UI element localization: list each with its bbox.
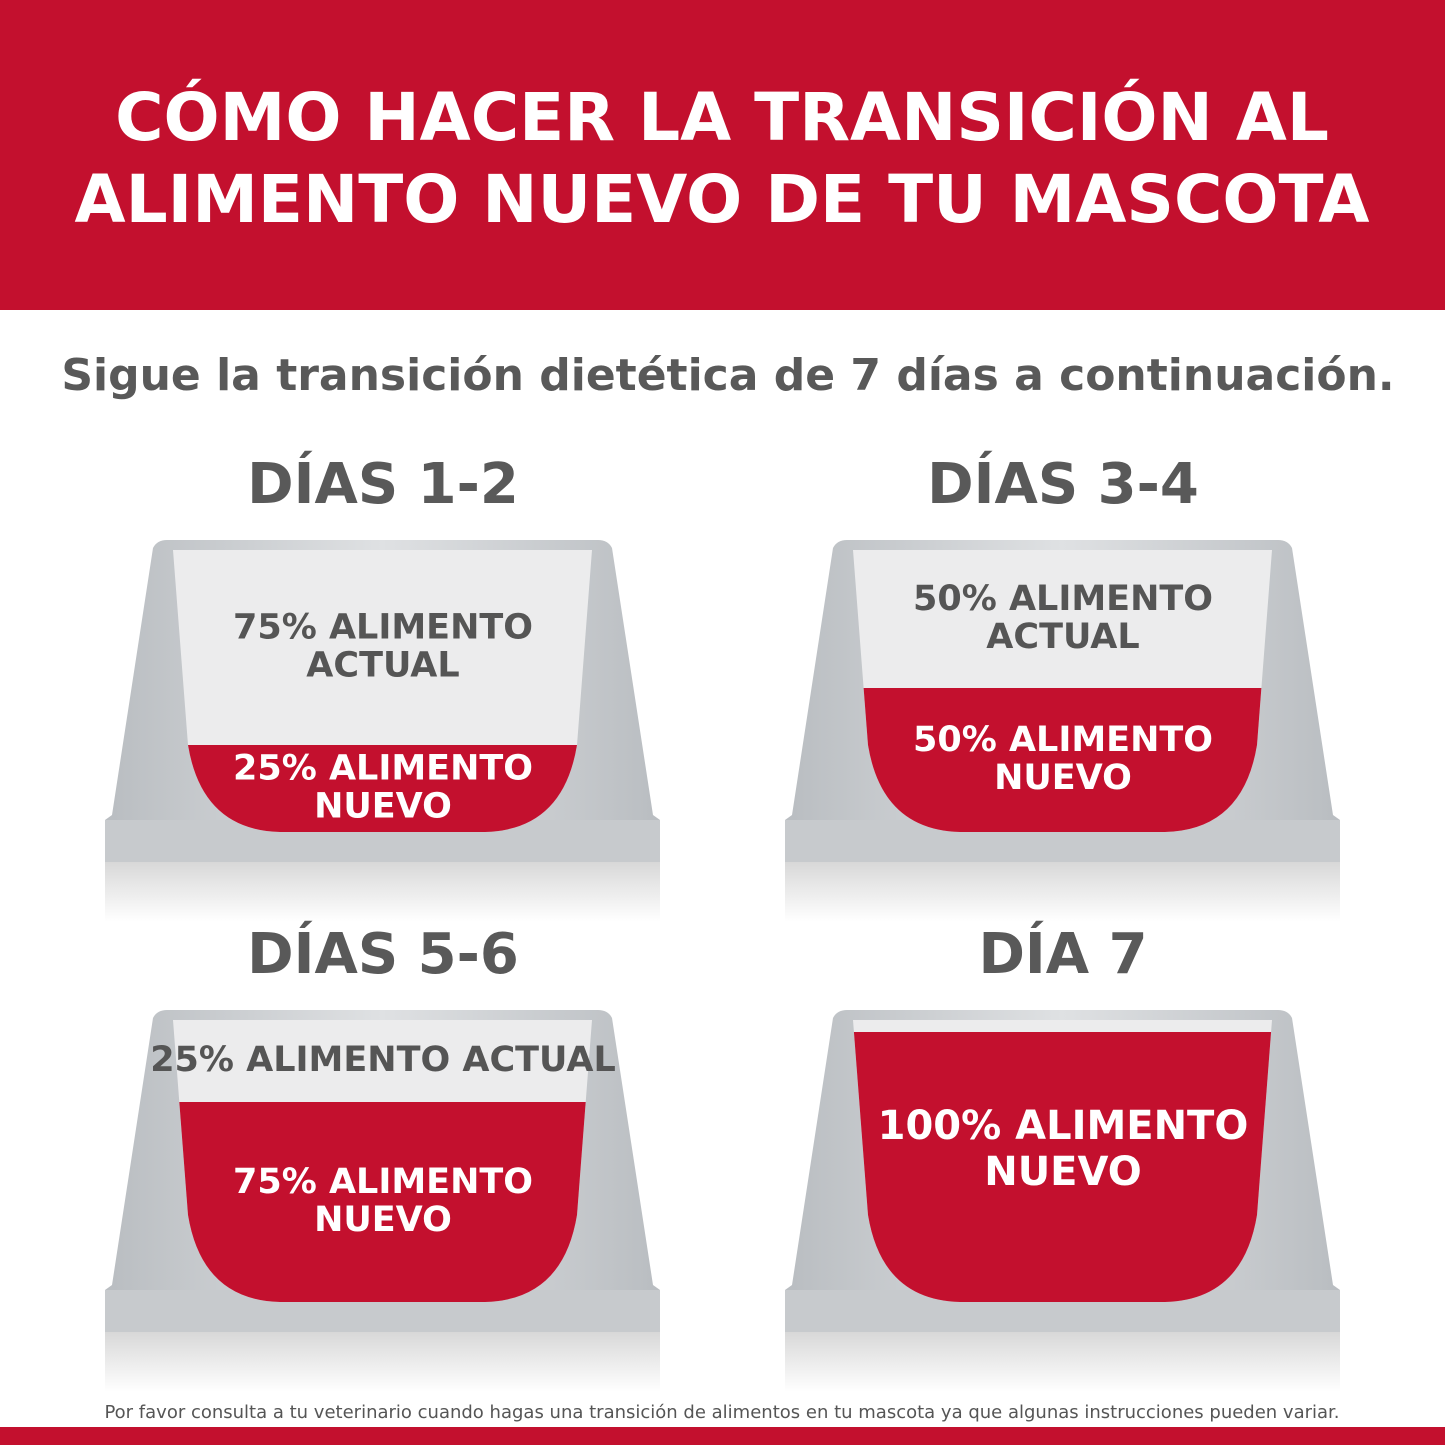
- day-label: DÍAS 3-4: [927, 451, 1199, 517]
- day-label: DÍAS 1-2: [247, 451, 519, 517]
- bowl-shadow: [105, 1332, 660, 1392]
- title-line: ALIMENTO NUEVO DE TU MASCOTA: [75, 161, 1370, 238]
- new-food-label: NUEVO: [314, 787, 452, 827]
- header-band: [0, 0, 1445, 310]
- new-food: [853, 1032, 1272, 1302]
- new-food-label: NUEVO: [994, 758, 1132, 798]
- new-food: [173, 745, 592, 832]
- bowl-shadow: [785, 1332, 1340, 1392]
- title-line: CÓMO HACER LA TRANSICIÓN AL: [115, 79, 1329, 156]
- current-food-label: ACTUAL: [306, 646, 459, 686]
- current-food-label: 25% ALIMENTO ACTUAL: [150, 1040, 616, 1080]
- bowl-shadow: [785, 862, 1340, 922]
- bowl-shadow: [105, 862, 660, 922]
- footer-note: Por favor consulta a tu veterinario cuan…: [104, 1402, 1339, 1423]
- day-label: DÍA 7: [978, 921, 1147, 987]
- new-food-label: 100% ALIMENTO: [878, 1103, 1249, 1149]
- current-food-label: ACTUAL: [986, 617, 1139, 657]
- new-food-label: 75% ALIMENTO: [233, 1162, 533, 1202]
- new-food: [853, 688, 1272, 832]
- new-food-label: 50% ALIMENTO: [913, 720, 1213, 760]
- new-food-label: 25% ALIMENTO: [233, 749, 533, 789]
- footer-band: [0, 1427, 1445, 1445]
- day-label: DÍAS 5-6: [247, 921, 519, 987]
- new-food-label: NUEVO: [984, 1149, 1142, 1195]
- current-food-label: 50% ALIMENTO: [913, 579, 1213, 619]
- new-food-label: NUEVO: [314, 1200, 452, 1240]
- subtitle: Sigue la transición dietética de 7 días …: [61, 350, 1394, 401]
- new-food: [173, 1102, 592, 1302]
- current-food-label: 75% ALIMENTO: [233, 608, 533, 648]
